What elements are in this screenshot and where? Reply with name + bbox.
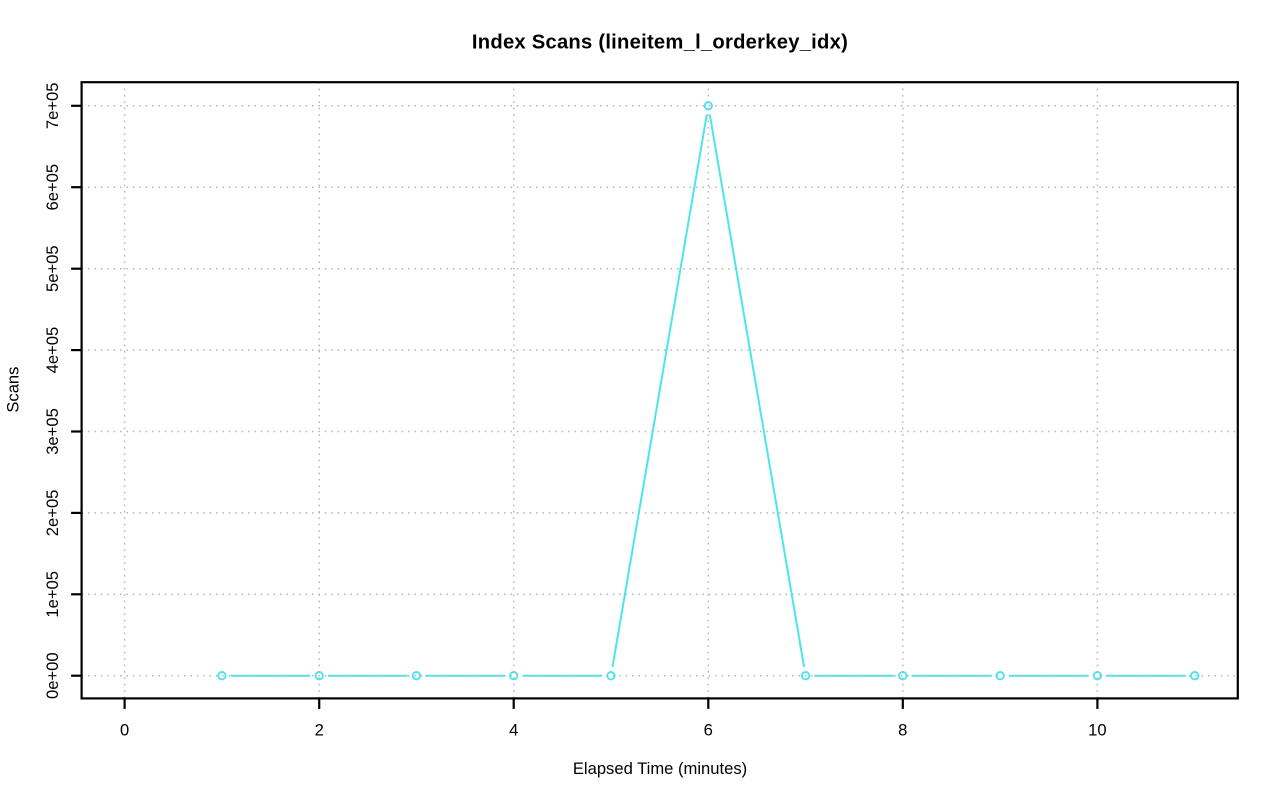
- svg-text:6: 6: [704, 721, 713, 740]
- svg-text:3e+05: 3e+05: [43, 408, 62, 455]
- svg-text:2e+05: 2e+05: [43, 490, 62, 537]
- svg-text:Scans: Scans: [4, 367, 23, 413]
- svg-text:4: 4: [509, 721, 518, 740]
- svg-text:6e+05: 6e+05: [43, 164, 62, 211]
- svg-text:Elapsed Time (minutes): Elapsed Time (minutes): [573, 759, 747, 778]
- svg-text:8: 8: [898, 721, 907, 740]
- svg-text:10: 10: [1088, 721, 1106, 740]
- svg-text:0e+00: 0e+00: [43, 652, 62, 699]
- svg-text:2: 2: [315, 721, 324, 740]
- svg-text:4e+05: 4e+05: [43, 327, 62, 374]
- svg-text:0: 0: [120, 721, 129, 740]
- svg-text:7e+05: 7e+05: [43, 82, 62, 129]
- svg-text:Index Scans (lineitem_l_orderk: Index Scans (lineitem_l_orderkey_idx): [472, 31, 848, 53]
- svg-text:5e+05: 5e+05: [43, 245, 62, 292]
- svg-text:1e+05: 1e+05: [43, 571, 62, 618]
